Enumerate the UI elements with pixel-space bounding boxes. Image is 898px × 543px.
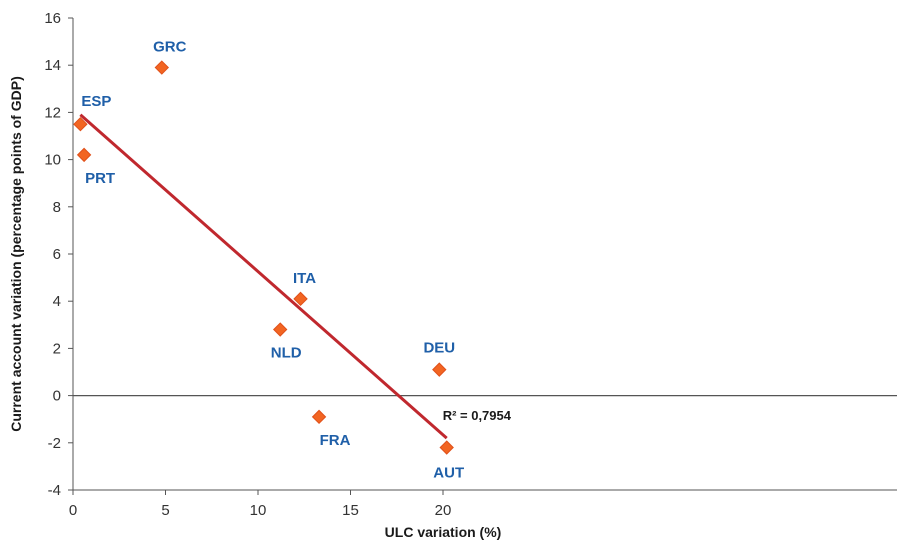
y-tick-label: -4 (48, 482, 61, 499)
x-axis-ticks: 0 5 10 15 20 (69, 490, 452, 519)
y-tick-label: 10 (44, 152, 61, 169)
label-grc: GRC (153, 39, 187, 56)
data-points (73, 60, 454, 455)
point-deu (432, 362, 447, 377)
y-tick-label: 14 (44, 57, 61, 74)
x-tick-label: 20 (435, 502, 452, 519)
label-nld: NLD (271, 345, 302, 362)
trendline (79, 113, 448, 440)
y-tick-label: 6 (53, 246, 61, 263)
y-axis-ticks: -4 -2 0 2 4 6 8 10 12 14 16 (44, 10, 73, 499)
y-tick-label: -2 (48, 435, 61, 452)
y-tick-label: 16 (44, 10, 61, 27)
label-ita: ITA (293, 270, 316, 287)
point-grc (154, 60, 170, 75)
label-fra: FRA (320, 432, 351, 449)
y-tick-label: 4 (53, 293, 61, 310)
x-axis-title: ULC variation (%) (385, 524, 502, 540)
point-nld (272, 322, 288, 337)
y-tick-label: 2 (53, 340, 61, 357)
r-squared-label: R² = 0,7954 (443, 408, 512, 423)
y-tick-label: 8 (53, 199, 61, 216)
trendline-group (79, 113, 448, 440)
label-esp: ESP (81, 93, 111, 110)
x-tick-label: 10 (250, 502, 267, 519)
point-prt (76, 147, 92, 163)
y-axis-title: Current account variation (percentage po… (8, 76, 24, 432)
point-labels: ESP PRT GRC NLD ITA FRA DEU AUT (81, 39, 464, 482)
point-esp (73, 116, 88, 132)
point-aut (439, 440, 454, 455)
label-prt: PRT (85, 170, 115, 187)
point-ita (293, 291, 308, 307)
label-aut: AUT (433, 465, 464, 482)
label-deu: DEU (423, 340, 455, 357)
x-tick-label: 0 (69, 502, 77, 519)
x-tick-label: 5 (161, 502, 169, 519)
y-tick-label: 0 (53, 388, 61, 405)
y-tick-label: 12 (44, 104, 61, 121)
x-tick-label: 15 (342, 502, 359, 519)
point-fra (311, 409, 327, 425)
